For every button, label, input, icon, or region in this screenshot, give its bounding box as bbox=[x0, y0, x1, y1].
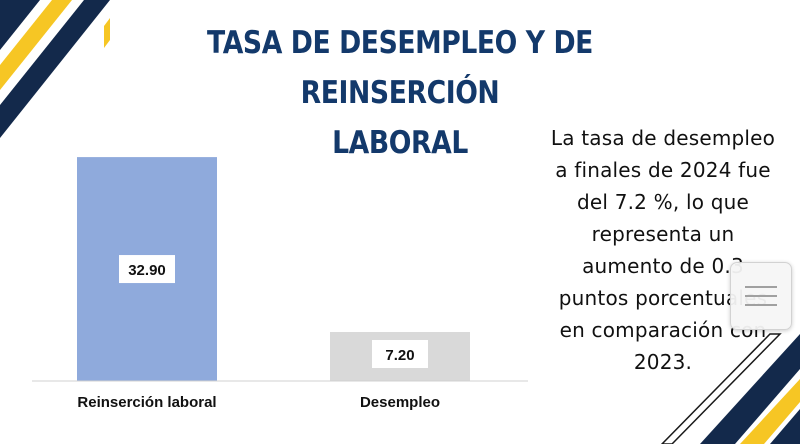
bar-chart: 32.90 Reinserción laboral 7.20 Desempleo bbox=[32, 157, 528, 411]
data-label-box bbox=[372, 340, 428, 368]
hamburger-menu-icon bbox=[745, 286, 777, 306]
decorative-stripes-top-left bbox=[0, 0, 110, 138]
description-line: aumento de 0.3 bbox=[582, 254, 744, 278]
category-label: Reinserción laboral bbox=[77, 394, 216, 411]
page-title: TASA DE DESEMPLEO Y DE REINSERCIÓN LABOR… bbox=[116, 18, 684, 168]
title-line-1: TASA DE DESEMPLEO Y DE REINSERCIÓN bbox=[207, 25, 593, 111]
description-line: La tasa de desempleo bbox=[550, 126, 776, 150]
decorative-stripes-bottom-right bbox=[660, 333, 800, 444]
description-line: a finales de 2024 fue bbox=[555, 158, 771, 182]
category-label: Desempleo bbox=[360, 394, 440, 411]
description-text: La tasa de desempleo a finales de 2024 f… bbox=[543, 122, 783, 378]
data-label: 32.90 bbox=[128, 262, 166, 279]
data-label: 7.20 bbox=[385, 347, 414, 364]
chart-labels: 32.90 Reinserción laboral 7.20 Desempleo bbox=[77, 255, 440, 411]
description-line: representa un bbox=[591, 222, 735, 246]
menu-button[interactable] bbox=[730, 262, 792, 330]
title-line-2: LABORAL bbox=[332, 125, 468, 161]
description-line: del 7.2 %, lo que bbox=[576, 190, 750, 214]
description-line: 2023. bbox=[633, 350, 693, 374]
data-label-box bbox=[119, 255, 175, 284]
